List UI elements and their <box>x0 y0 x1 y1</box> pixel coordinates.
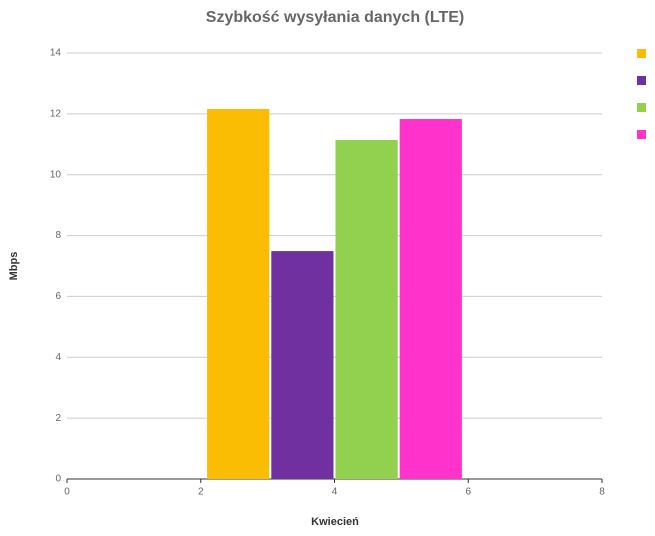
y-tick-label: 8 <box>55 230 61 241</box>
y-tick-label: 4 <box>55 352 61 363</box>
y-tick-label: 14 <box>50 48 62 59</box>
chart-title: Szybkość wysyłania danych (LTE) <box>206 9 464 26</box>
x-tick-label: 6 <box>465 487 471 498</box>
x-tick-label: 0 <box>64 487 70 498</box>
bar <box>271 251 334 479</box>
bar <box>399 119 462 479</box>
legend-swatch <box>637 49 646 58</box>
bar <box>207 108 270 479</box>
x-axis-title: Kwiecień <box>311 516 359 528</box>
x-tick-label: 8 <box>599 487 605 498</box>
y-tick-label: 0 <box>55 474 61 485</box>
x-tick-label: 2 <box>198 487 204 498</box>
x-tick-label: 4 <box>332 487 338 498</box>
bar <box>335 140 398 480</box>
legend-swatch <box>637 130 646 139</box>
y-tick-label: 12 <box>50 108 62 119</box>
y-tick-label: 10 <box>50 169 62 180</box>
y-tick-label: 2 <box>55 413 61 424</box>
legend-swatch <box>637 103 646 112</box>
y-axis-title: Mbps <box>8 252 20 281</box>
legend-swatch <box>637 76 646 85</box>
y-tick-label: 6 <box>55 291 61 302</box>
